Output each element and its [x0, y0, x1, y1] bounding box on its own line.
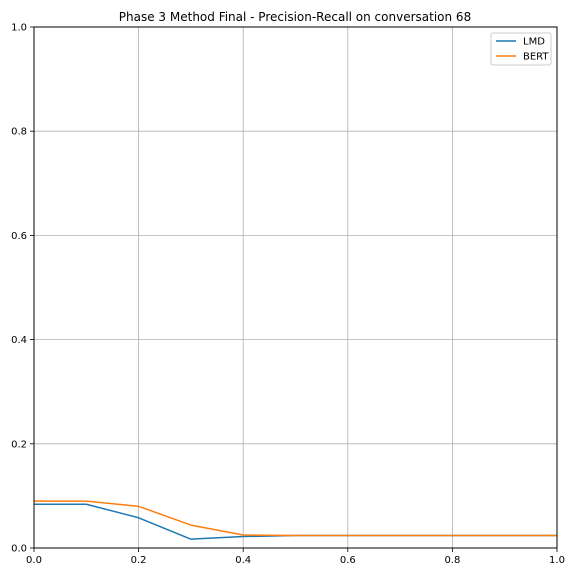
y-tick-label: 0.6	[11, 231, 27, 242]
y-axis: 0.0 0.2 0.4 0.6 0.8 1.0	[11, 23, 34, 555]
x-axis: 0.0 0.2 0.4 0.6 0.8 1.0	[26, 548, 565, 566]
y-tick-label: 0.0	[11, 544, 27, 555]
series-lines	[34, 500, 557, 540]
chart-title: Phase 3 Method Final - Precision-Recall …	[119, 10, 471, 24]
legend-label-bert: BERT	[523, 52, 549, 63]
y-tick-label: 0.2	[11, 439, 27, 450]
x-tick-label: 0.4	[235, 555, 251, 566]
legend-label-lmd: LMD	[523, 37, 545, 48]
y-tick-label: 0.8	[11, 127, 27, 138]
y-tick-label: 0.4	[11, 335, 27, 346]
series-line-bert	[34, 500, 557, 537]
x-tick-label: 0.8	[444, 555, 460, 566]
x-tick-label: 0.2	[131, 555, 147, 566]
x-tick-label: 1.0	[549, 555, 565, 566]
plot-frame	[33, 26, 558, 549]
series-line-lmd	[34, 503, 557, 540]
y-tick-label: 1.0	[11, 23, 27, 34]
grid-lines	[33, 26, 558, 549]
x-tick-label: 0.0	[26, 555, 42, 566]
x-tick-label: 0.6	[340, 555, 356, 566]
legend: LMD BERT	[490, 32, 552, 66]
